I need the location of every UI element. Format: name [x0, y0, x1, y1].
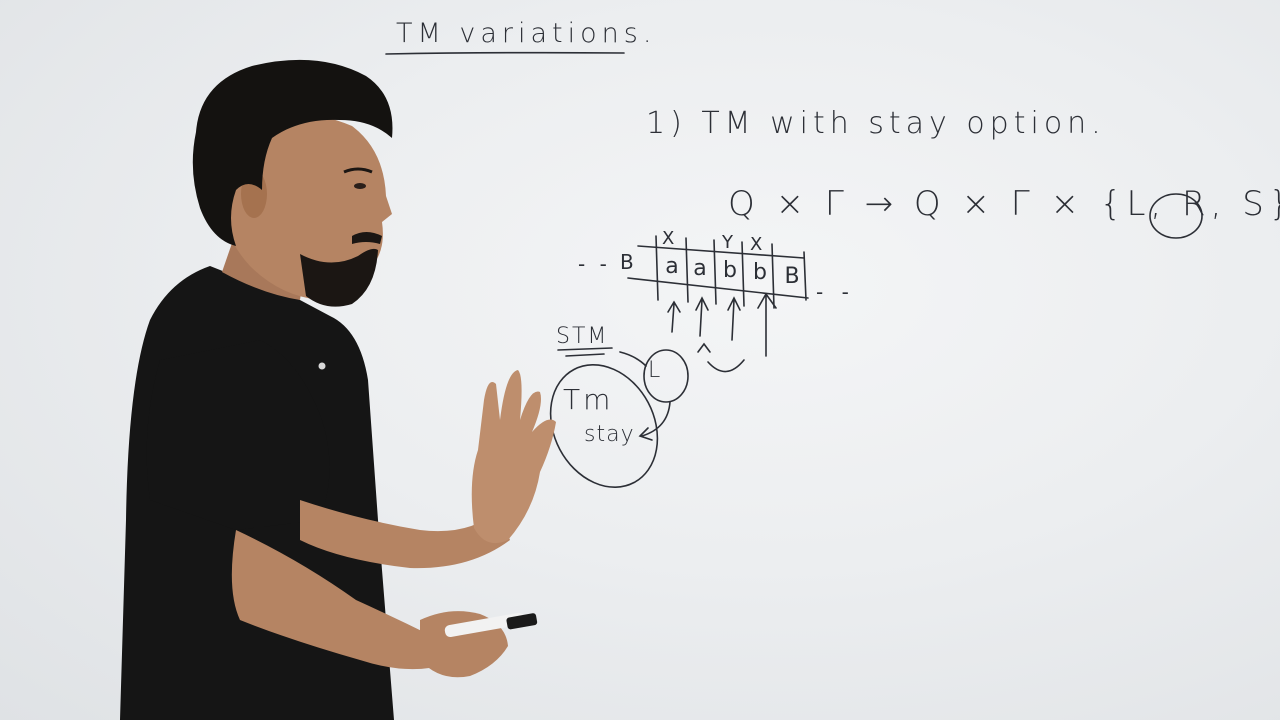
stay-arc: [707, 359, 745, 373]
board-heading: 1) TM with stay option.: [646, 106, 1106, 141]
head-arrow: [757, 292, 777, 357]
title-underline: [385, 51, 625, 55]
tape-divider: [741, 241, 745, 307]
tape-cell-2: a: [693, 256, 707, 281]
tape-mark-1: X: [662, 228, 675, 249]
tape-cell-5: B: [784, 264, 800, 289]
head-arrow: [695, 296, 709, 337]
tape-left-blank: B: [620, 250, 634, 274]
tape-divider: [685, 237, 689, 303]
stm-underline: [557, 347, 613, 357]
tape-mark-2: Y: [722, 232, 733, 253]
presenter-mustache: [352, 232, 382, 244]
tape-divider: [713, 239, 717, 305]
tape-mark-3: X: [750, 234, 763, 255]
tape-top-line: [637, 245, 805, 259]
l-label: L: [648, 358, 667, 383]
s-circle: [1149, 193, 1203, 239]
stay-caret: [697, 342, 711, 353]
head-arrow: [667, 300, 681, 333]
tape-cell-3: b: [723, 258, 737, 283]
tm-label: Tm: [563, 383, 614, 416]
stay-label: stay: [584, 422, 635, 447]
l-circle: [643, 349, 689, 403]
tape-right-dots: - -: [816, 280, 855, 304]
head-arrow: [727, 296, 741, 341]
presenter-forearm: [231, 530, 446, 670]
tape-divider: [803, 251, 807, 301]
tape-cell-4: b: [753, 260, 767, 285]
presenter-brow: [343, 167, 373, 174]
tape-left-dots: - -: [578, 252, 611, 276]
tm-stay-ellipse: [549, 364, 659, 488]
stm-arrow: [619, 351, 647, 367]
stm-label: STM: [556, 324, 609, 349]
presenter-raised-hand: [471, 370, 556, 544]
marker-icon: [444, 612, 538, 638]
board-title: TM variations.: [396, 18, 657, 49]
l-to-stay-arrow: [638, 401, 671, 441]
presenter-beard: [300, 248, 378, 307]
tape-divider: [655, 235, 659, 301]
transition-formula: Q × Γ → Q × Γ × {L, R, S}: [728, 184, 1280, 224]
shirt-button: [318, 362, 326, 370]
tape-divider: [771, 243, 775, 309]
presenter-eye: [354, 183, 366, 189]
tape-cell-1: a: [665, 254, 679, 279]
presenter-upper-arm: [300, 500, 510, 569]
presenter-hair: [192, 59, 393, 247]
presenter-sleeve: [146, 340, 330, 530]
